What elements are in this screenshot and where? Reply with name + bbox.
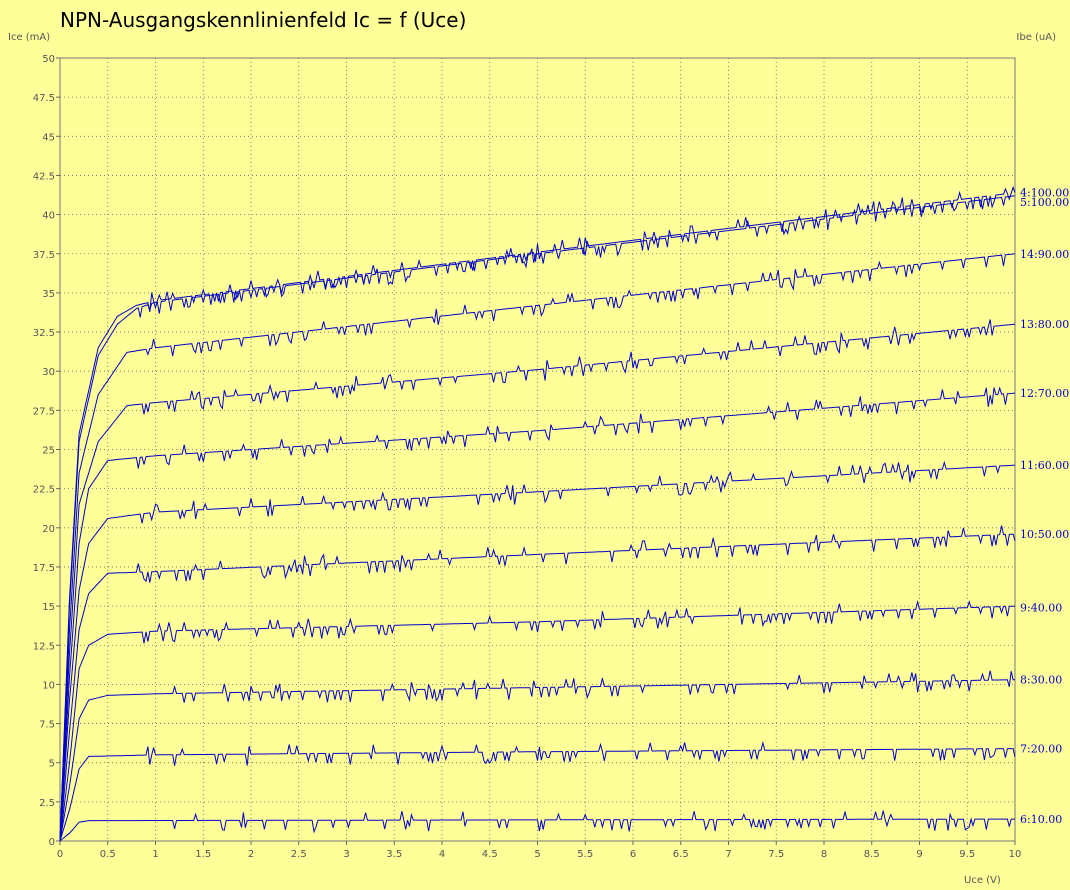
y-tick-label: 35 bbox=[42, 289, 55, 300]
x-tick-label: 3.5 bbox=[386, 849, 402, 860]
y-tick-label: 40 bbox=[42, 211, 55, 222]
curve-label: 12:70.00 bbox=[1020, 387, 1069, 400]
x-tick-label: 0.5 bbox=[100, 849, 116, 860]
x-tick-label: 4 bbox=[439, 849, 445, 860]
y-tick-label: 30 bbox=[42, 367, 55, 378]
chart-title: NPN-Ausgangskennlinienfeld Ic = f (Uce) bbox=[60, 8, 467, 32]
x-tick-label: 9 bbox=[916, 849, 922, 860]
series-line bbox=[59, 460, 1016, 842]
x-tick-label: 4.5 bbox=[482, 849, 498, 860]
x-tick-label: 2.5 bbox=[291, 849, 307, 860]
x-tick-label: 6 bbox=[630, 849, 636, 860]
y-tick-label: 50 bbox=[42, 54, 55, 65]
y-tick-label: 22.5 bbox=[33, 485, 55, 496]
series-line bbox=[59, 740, 1016, 842]
curve-label: 8:30.00 bbox=[1020, 674, 1062, 687]
series-line bbox=[59, 253, 1016, 842]
series-line bbox=[59, 185, 1016, 842]
x-tick-label: 5.5 bbox=[577, 849, 593, 860]
y-tick-label: 25 bbox=[42, 446, 55, 457]
y-tick-label: 17.5 bbox=[33, 563, 55, 574]
curve-label: 11:60.00 bbox=[1020, 459, 1069, 472]
x-tick-label: 8.5 bbox=[864, 849, 880, 860]
series-line bbox=[59, 319, 1016, 842]
plot-frame bbox=[59, 57, 1016, 842]
series-line bbox=[59, 600, 1016, 842]
x-tick-label: 9.5 bbox=[959, 849, 975, 860]
y-tick-label: 42.5 bbox=[33, 171, 55, 182]
x-tick-label: 6.5 bbox=[673, 849, 689, 860]
curve-label: 14:90.00 bbox=[1020, 248, 1069, 261]
series-line bbox=[59, 670, 1015, 842]
series-line bbox=[59, 525, 1016, 842]
y-tick-label: 10 bbox=[42, 680, 55, 691]
y-tick-label: 45 bbox=[42, 132, 55, 143]
series-line bbox=[59, 386, 1016, 842]
y-tick-label: 5 bbox=[49, 759, 55, 770]
y-axis-label: Ice (mA) bbox=[8, 32, 51, 43]
x-tick-label: 2 bbox=[248, 849, 254, 860]
y-tick-label: 12.5 bbox=[33, 641, 55, 652]
x-tick-label: 1.5 bbox=[195, 849, 211, 860]
curve-label: 7:20.00 bbox=[1020, 743, 1062, 756]
y-tick-label: 32.5 bbox=[33, 328, 55, 339]
y-tick-label: 37.5 bbox=[33, 250, 55, 261]
curve-label: 6:10.00 bbox=[1020, 813, 1062, 826]
x-tick-label: 7.5 bbox=[768, 849, 784, 860]
x-tick-label: 5 bbox=[534, 849, 540, 860]
x-tick-label: 10 bbox=[1009, 849, 1022, 860]
y-tick-label: 20 bbox=[42, 524, 55, 535]
curve-label: 10:50.00 bbox=[1020, 528, 1069, 541]
x-tick-label: 8 bbox=[821, 849, 827, 860]
series-line bbox=[59, 810, 1015, 842]
x-tick-label: 1 bbox=[152, 849, 158, 860]
curve-label: 4:100.00 bbox=[1020, 187, 1069, 200]
x-tick-label: 7 bbox=[725, 849, 731, 860]
x-tick-label: 3 bbox=[343, 849, 349, 860]
x-axis-label: Uce (V) bbox=[964, 875, 1001, 886]
curve-label: 9:40.00 bbox=[1020, 602, 1062, 615]
curve-label: 13:80.00 bbox=[1020, 318, 1069, 331]
y-tick-label: 0 bbox=[49, 837, 55, 848]
y-tick-label: 2.5 bbox=[39, 798, 55, 809]
y-tick-label: 47.5 bbox=[33, 93, 55, 104]
y-tick-label: 7.5 bbox=[39, 720, 55, 731]
x-tick-label: 0 bbox=[57, 849, 63, 860]
y-tick-label: 27.5 bbox=[33, 406, 55, 417]
y-axis-label-right: Ibe (uA) bbox=[1016, 32, 1056, 43]
y-tick-label: 15 bbox=[42, 602, 55, 613]
curve-label: 5:100.00 bbox=[1020, 196, 1069, 209]
